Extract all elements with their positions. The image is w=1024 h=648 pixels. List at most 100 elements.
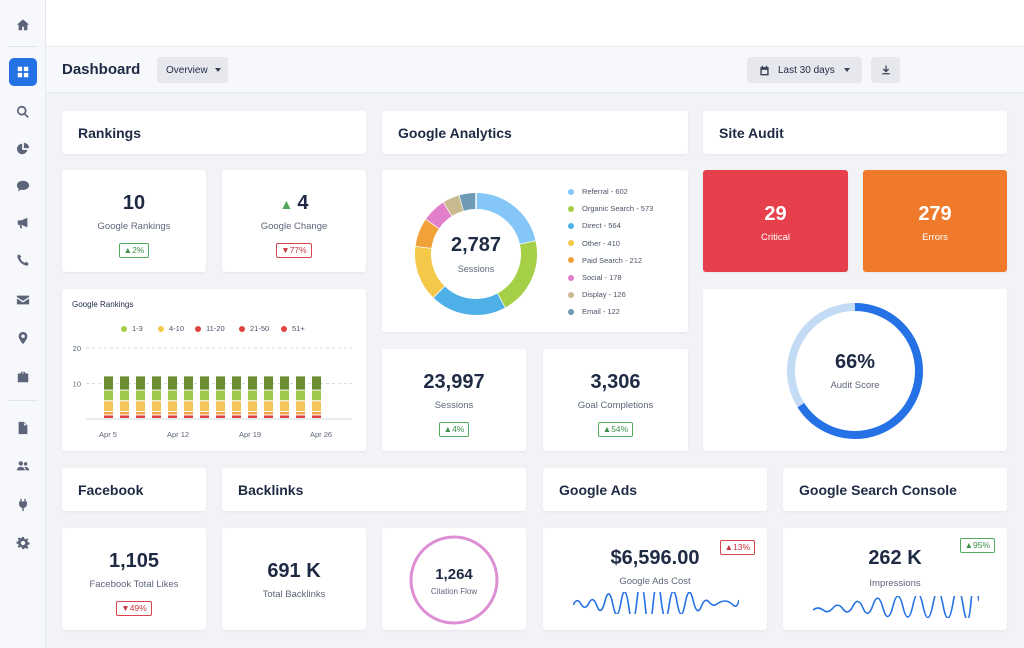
backlinks-section: Backlinks [222,468,526,511]
google-rankings-chart-card: Google Rankings 1-3 4-10 11-20 21-50 51+ 20 10… [62,289,366,451]
legend-label: Organic Search - 573 [582,204,654,214]
y-tick-label: 20 [73,344,81,353]
donut-total-value: 2,787 [450,234,502,256]
page-header: Dashboard Overview Last 30 days [46,47,1024,93]
x-tick-label: Apr 26 [310,430,332,439]
errors-card: 279 Errors [863,170,1007,272]
legend-dot [281,325,287,332]
bar-segment-51+ [232,376,241,390]
google-ads-cost-label: Google Ads Cost [619,576,691,587]
legend-label: 4-10 [169,324,185,333]
top-bar [46,0,1024,47]
google-rankings-card: 10 Google Rankings ▲2% [62,170,206,272]
sidebar-item-ecommerce[interactable] [9,363,37,391]
rankings-bar-chart: 20 10 Apr 5 Apr 12 Apr 19 Apr 26 [73,344,352,439]
citation-flow-label: Citation Flow [430,587,478,596]
sidebar-item-reports[interactable] [9,135,37,163]
chevron-down-icon [843,68,850,72]
google-rankings-badge: ▲2% [118,243,150,258]
sidebar-item-users[interactable] [9,452,37,480]
citation-flow-value: 1,264 [435,566,473,583]
download-button[interactable] [871,57,900,83]
sidebar-item-chat[interactable] [9,172,37,200]
bar-segment-21-50 [264,390,273,401]
impressions-label: Impressions [869,578,921,589]
analytics-legend-item: Organic Search - 573 [568,204,653,213]
bar-segment-21-50 [312,390,321,401]
rankings-legend-item: 51+ [281,324,305,333]
sidebar-item-dashboard[interactable] [9,58,37,86]
critical-label: Critical [760,232,791,243]
bar-segment-21-50 [280,390,289,401]
view-select[interactable]: Overview [157,57,228,83]
goal-completions-card: 3,306 Goal Completions ▲54% [543,349,688,451]
legend-label: Email - 122 [582,307,620,317]
legend-dot [568,291,574,298]
google-ads-cost-value: $6,596.00 [610,547,700,569]
bar-segment-21-50 [136,390,145,401]
sidebar-item-email[interactable] [9,286,37,314]
sidebar [0,0,46,648]
bar-segment-1-3 [264,415,273,418]
analytics-legend-item: Display - 126 [568,290,626,299]
bar-segment-51+ [200,376,209,390]
bar-segment-21-50 [152,390,161,401]
bar-segment-11-20 [152,401,161,411]
sidebar-item-settings[interactable] [9,529,37,557]
sidebar-item-local[interactable] [9,324,37,352]
critical-value: 29 [764,203,787,225]
legend-label: 51+ [292,324,305,333]
legend-label: Direct - 564 [582,221,621,231]
bar-segment-4-10 [264,411,273,415]
impressions-badge: ▲95% [959,538,995,553]
legend-dot [121,325,127,332]
view-select-label: Overview [166,64,208,76]
site-audit-title: Site Audit [719,125,784,141]
sidebar-item-documents[interactable] [9,414,37,442]
audit-score-card: 66% Audit Score [703,289,1007,451]
google-ads-cost-card: ▲13% $6,596.00 Google Ads Cost [543,528,767,630]
sidebar-item-campaigns[interactable] [9,209,37,237]
google-rankings-value: 10 [122,192,146,214]
sidebar-item-home[interactable] [9,11,37,39]
audit-score-label: Audit Score [830,380,880,391]
rankings-chart-title: Google Rankings [72,300,134,309]
bar-segment-21-50 [200,390,209,401]
analytics-legend-item: Other - 410 [568,239,620,248]
bar-segment-21-50 [216,390,225,401]
analytics-legend-item: Direct - 564 [568,221,621,230]
legend-dot [568,222,574,229]
pie-chart-icon [16,142,30,155]
google-ads-sparkline [573,592,739,614]
legend-label: 21-50 [250,324,270,333]
facebook-likes-value: 1,105 [108,550,160,572]
citation-flow-circle [409,535,499,625]
bar-segment-11-20 [120,401,129,411]
sidebar-item-calls[interactable] [9,246,37,274]
bar-segment-21-50 [232,390,241,401]
sidebar-item-integrations[interactable] [9,491,37,519]
legend-label: 1-3 [132,324,143,333]
bar-segment-4-10 [152,411,161,415]
sidebar-item-search[interactable] [9,98,37,126]
rankings-legend-item: 1-3 [121,324,143,333]
bar-segment-4-10 [120,411,129,415]
bar-segment-11-20 [168,401,177,411]
google-ads-title: Google Ads [559,482,638,498]
sessions-label: Sessions [434,400,474,411]
calendar-icon [760,65,769,75]
citation-flow-ring [409,535,499,625]
y-tick-label: 10 [73,380,81,389]
legend-label: Paid Search - 212 [582,255,643,265]
analytics-legend-item: Social - 178 [568,273,622,282]
goal-completions-badge: ▲54% [597,422,634,437]
bar-segment-1-3 [136,415,145,418]
legend-label: 11-20 [206,324,225,333]
bar-segment-11-20 [184,401,193,411]
download-icon [881,65,890,75]
goal-completions-value: 3,306 [590,371,641,393]
bar-segment-51+ [152,376,161,390]
bar-segment-4-10 [296,411,305,415]
date-range-select[interactable]: Last 30 days [747,57,862,83]
bar-segment-1-3 [216,415,225,418]
